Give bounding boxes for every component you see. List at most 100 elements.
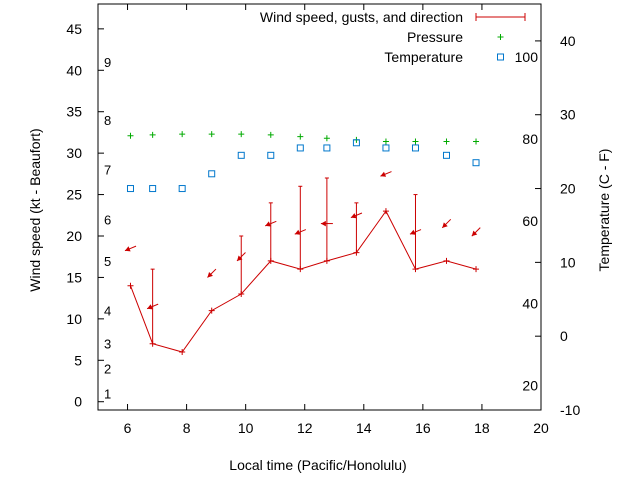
beaufort-tick-label: 4 — [104, 304, 111, 319]
pressure-point — [297, 133, 304, 140]
beaufort-tick-label: 5 — [104, 254, 111, 269]
wind-direction-arrow — [380, 171, 392, 177]
temperature-point — [267, 151, 275, 159]
wind-speed-point — [297, 266, 304, 273]
y-left-tick-label: 25 — [66, 187, 82, 203]
wind-direction-arrow — [294, 229, 307, 235]
x-tick-label: 10 — [238, 420, 254, 436]
y-left-tick-label: 45 — [66, 21, 82, 37]
legend-label-pressure: Pressure — [407, 29, 463, 45]
y-left-tick-label: 15 — [66, 269, 82, 285]
pressure-point — [127, 132, 134, 139]
temperature-point — [178, 185, 186, 193]
y-left-tick-label: 5 — [74, 352, 82, 368]
wind-direction-arrow — [441, 218, 452, 229]
fahrenheit-tick-label: 20 — [522, 378, 538, 394]
y-axis-right-title: Temperature (C - F) — [596, 149, 612, 272]
fahrenheit-tick-label: 80 — [522, 131, 538, 147]
beaufort-tick-label: 8 — [104, 113, 111, 128]
temperature-point — [126, 185, 134, 193]
temperature-point — [382, 144, 390, 152]
wind-direction-arrow-head — [409, 229, 416, 235]
fahrenheit-tick-label: 100 — [515, 49, 539, 65]
temperature-point — [296, 144, 304, 152]
wind-direction-arrow — [236, 252, 246, 262]
wind-direction-arrow — [146, 303, 159, 310]
fahrenheit-tick-label: 60 — [522, 213, 538, 229]
wind-direction-arrow — [409, 229, 422, 235]
fahrenheit-tick-label: 40 — [522, 296, 538, 312]
wind-direction-arrow-head — [442, 222, 448, 228]
temperature-point — [442, 151, 450, 159]
wind-speed-point — [323, 257, 330, 264]
y-right-tick-label: -10 — [560, 402, 580, 418]
wind-speed-point — [353, 249, 360, 256]
wind-direction-arrow-head — [265, 221, 271, 227]
pressure-point — [443, 138, 450, 145]
wind-speed-point — [238, 291, 245, 297]
x-tick-label: 8 — [183, 420, 191, 436]
temperature-point — [411, 144, 419, 152]
x-tick-label: 18 — [474, 420, 490, 436]
wind-speed-point — [208, 307, 215, 314]
wind-speed-point — [179, 349, 186, 355]
x-tick-label: 20 — [533, 420, 549, 436]
tick-label-group: 6 8 10 12 14 16 18 2005101520253035404512345678… — [66, 21, 580, 436]
pressure-point — [323, 135, 330, 142]
temperature-point — [237, 151, 245, 159]
series-group — [124, 131, 481, 355]
pressure-point — [149, 131, 156, 138]
wind-direction-arrow-head — [124, 246, 131, 252]
y-right-tick-label: 40 — [560, 33, 576, 49]
pressure-point — [238, 131, 245, 138]
temperature-point — [149, 185, 157, 193]
wind-direction-arrow — [124, 245, 137, 252]
y-right-tick-label: 0 — [560, 328, 568, 344]
pressure-point — [382, 138, 389, 145]
y-right-tick-label: 10 — [560, 254, 576, 270]
pressure-point — [473, 138, 480, 145]
wind-speed-point — [382, 208, 389, 215]
wind-direction-arrow-head — [471, 230, 478, 237]
wind-direction-arrow — [471, 227, 481, 237]
y-left-tick-label: 10 — [66, 311, 82, 327]
temperature-point — [352, 139, 360, 147]
legend-label-wind: Wind speed, gusts, and direction — [260, 9, 463, 25]
x-tick-label: 6 — [124, 420, 132, 436]
wind-direction-arrow-head — [236, 255, 243, 261]
legend-sample-pressure — [497, 34, 504, 40]
wind-direction-arrow-head — [147, 304, 153, 310]
beaufort-tick-label: 7 — [104, 163, 111, 178]
x-axis-title: Local time (Pacific/Honolulu) — [229, 457, 406, 473]
wind-direction-arrow-head — [207, 272, 213, 278]
wind-direction-arrow-head — [320, 220, 326, 227]
plot-frame — [97, 3, 542, 411]
temperature-point — [472, 159, 480, 167]
wind-direction-arrow — [207, 268, 217, 278]
y-right-tick-label: 30 — [560, 107, 576, 123]
temperature-point — [208, 170, 216, 178]
pressure-point — [208, 131, 215, 138]
legend: Wind speed, gusts, and direction Pressur… — [260, 9, 526, 65]
beaufort-tick-label: 9 — [104, 55, 111, 70]
y-left-tick-label: 35 — [66, 104, 82, 120]
legend-label-temperature: Temperature — [384, 49, 463, 65]
y-left-tick-label: 40 — [66, 62, 82, 78]
y-left-tick-label: 0 — [74, 394, 82, 410]
wind-speed-point — [412, 266, 419, 273]
x-tick-label: 14 — [356, 420, 372, 436]
wind-direction-arrow — [265, 220, 277, 227]
wind-speed-point — [149, 340, 156, 347]
wind-direction-arrow-head — [380, 171, 387, 177]
pressure-point — [412, 138, 419, 145]
beaufort-tick-label: 2 — [104, 362, 111, 377]
wind-direction-arrow — [350, 212, 363, 219]
wind-direction-arrow-head — [294, 229, 301, 235]
wind-speed-point — [267, 257, 274, 264]
beaufort-tick-label: 1 — [104, 386, 111, 401]
y-left-tick-label: 30 — [66, 145, 82, 161]
x-tick-label: 12 — [297, 420, 313, 436]
wind-speed-line — [130, 210, 477, 353]
pressure-point — [179, 131, 186, 138]
